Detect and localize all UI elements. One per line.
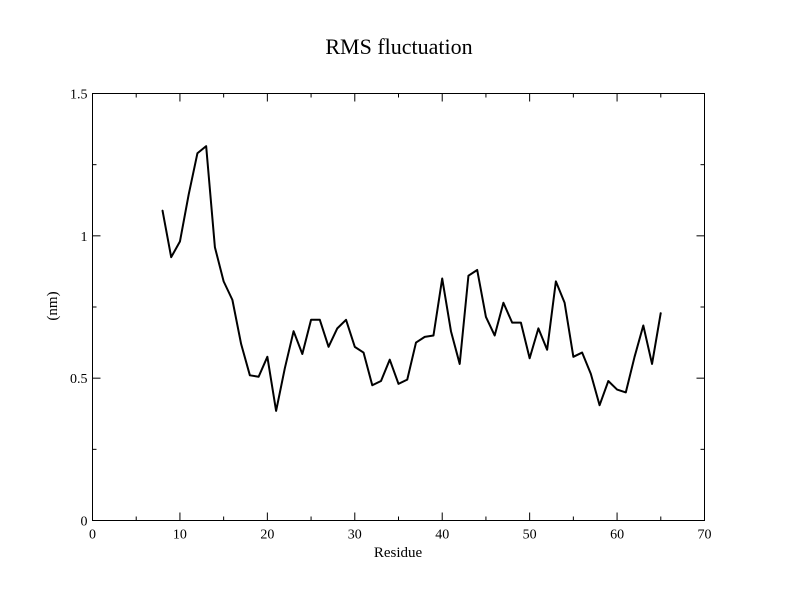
data-point xyxy=(301,353,303,355)
x-axis-label: Residue xyxy=(374,545,423,561)
data-point xyxy=(161,209,164,211)
data-point xyxy=(616,388,618,391)
data-point xyxy=(231,299,233,301)
y-axis-label: (nm) xyxy=(45,291,61,320)
data-point xyxy=(660,312,662,314)
data-point xyxy=(590,373,592,375)
axis-ticks xyxy=(92,93,705,521)
data-point xyxy=(205,145,207,147)
data-point xyxy=(633,356,636,358)
data-point xyxy=(467,275,470,277)
data-point xyxy=(459,363,461,365)
data-point xyxy=(450,330,452,332)
x-tick-label: 50 xyxy=(523,528,537,543)
y-tick-label: 1 xyxy=(81,230,88,245)
data-point xyxy=(546,349,548,351)
data-point xyxy=(196,152,199,154)
data-point xyxy=(389,359,391,361)
data-point xyxy=(319,319,321,321)
data-point xyxy=(170,256,172,258)
data-point xyxy=(397,383,400,385)
data-point xyxy=(380,380,382,382)
data-point xyxy=(249,374,251,376)
x-tick-label: 40 xyxy=(435,528,449,543)
data-point xyxy=(415,341,417,344)
y-tick-label: 0 xyxy=(81,515,88,530)
plot-frame xyxy=(92,93,705,521)
data-point xyxy=(651,363,653,365)
data-point xyxy=(240,343,242,345)
data-point xyxy=(607,380,609,382)
data-point xyxy=(214,246,216,248)
data-point xyxy=(441,277,443,280)
series-points xyxy=(161,145,662,412)
x-tick-label: 30 xyxy=(348,528,362,543)
data-point xyxy=(258,376,260,378)
series-line xyxy=(161,145,662,412)
x-tick-label: 10 xyxy=(173,528,187,543)
data-point xyxy=(529,357,531,359)
data-point xyxy=(625,391,627,393)
data-point xyxy=(327,346,330,348)
x-tick-label: 20 xyxy=(260,528,274,543)
data-point xyxy=(642,324,644,327)
data-point xyxy=(485,316,487,318)
data-point xyxy=(292,330,295,332)
data-point xyxy=(179,240,181,243)
data-point xyxy=(266,356,268,358)
data-point xyxy=(502,302,505,304)
data-point xyxy=(362,351,365,354)
data-point xyxy=(520,322,522,324)
data-point xyxy=(336,327,338,329)
data-point xyxy=(284,367,286,369)
data-point xyxy=(424,336,426,338)
data-point xyxy=(188,193,190,196)
data-point xyxy=(345,319,347,321)
data-point xyxy=(275,410,277,412)
x-tick-label: 60 xyxy=(610,528,624,543)
x-tick-label: 0 xyxy=(89,528,96,543)
data-point xyxy=(572,356,574,358)
data-point xyxy=(406,378,408,381)
y-tick-label: 1.5 xyxy=(70,88,88,103)
axis-tick-labels: 0 10 20 30 40 50 60 70 0 0.5 1 1.5 xyxy=(70,88,712,543)
data-point xyxy=(476,269,478,271)
data-point xyxy=(581,351,583,354)
data-point xyxy=(223,280,225,282)
data-point xyxy=(564,302,566,304)
data-point xyxy=(598,404,601,406)
chart-title: RMS fluctuation xyxy=(325,34,472,59)
data-point xyxy=(537,327,539,329)
data-point xyxy=(371,384,373,386)
data-point xyxy=(354,346,356,348)
data-point xyxy=(511,322,513,324)
y-tick-label: 0.5 xyxy=(70,372,88,387)
x-tick-label: 70 xyxy=(698,528,712,543)
data-point xyxy=(432,334,435,337)
data-point xyxy=(310,319,312,321)
data-point xyxy=(555,280,557,282)
data-point xyxy=(494,334,496,337)
